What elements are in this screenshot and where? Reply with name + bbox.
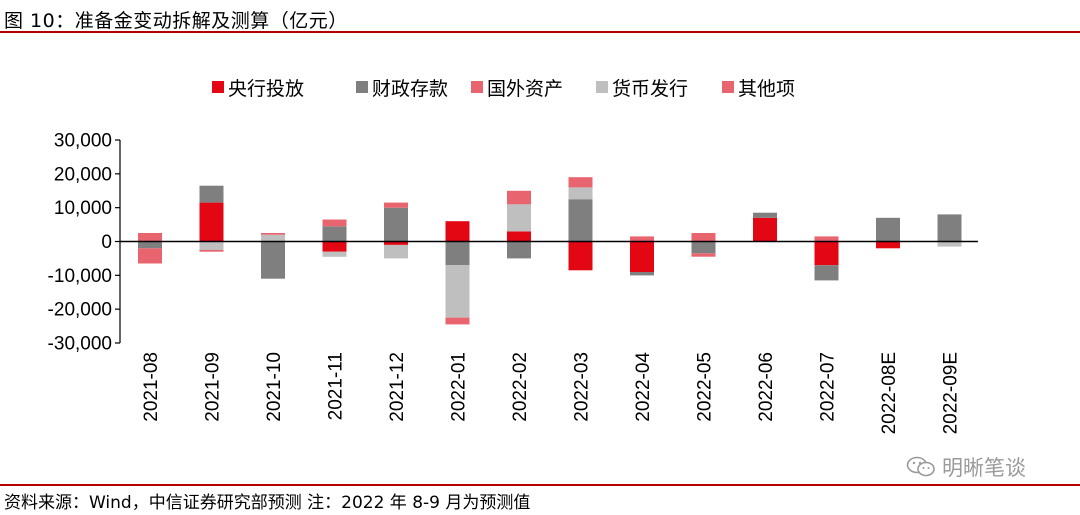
- bar-segment: [691, 253, 716, 257]
- x-tick-label: 2022-05: [695, 352, 716, 422]
- bar-segment: [384, 241, 408, 245]
- bar-segment: [445, 221, 470, 242]
- bar-segment: [138, 248, 162, 264]
- legend-swatch: [471, 81, 483, 93]
- x-tick-label: 2022-04: [633, 352, 654, 422]
- bars: [138, 177, 962, 325]
- legend-label: 财政存款: [372, 78, 448, 100]
- legend-swatch: [212, 81, 224, 93]
- x-tick-label: 2021-12: [387, 352, 408, 422]
- x-tick-label: 2022-02: [510, 352, 531, 422]
- y-tick-label: 0: [101, 232, 112, 253]
- bar-segment: [384, 244, 408, 259]
- bar-segment: [322, 241, 347, 252]
- legend-label: 央行投放: [228, 78, 304, 100]
- bar-segment: [384, 202, 408, 208]
- bar-segment: [937, 241, 962, 247]
- bar-segment: [507, 231, 531, 242]
- legend-label: 国外资产: [487, 78, 563, 100]
- y-tick-label: -30,000: [48, 334, 112, 355]
- bar-segment: [814, 265, 839, 281]
- bar-segment: [322, 251, 347, 257]
- bar-segment: [138, 233, 162, 242]
- bar-segment: [445, 241, 470, 266]
- x-tick-label: 2022-03: [572, 352, 593, 422]
- bar-segment: [261, 233, 285, 235]
- footer-rule: [0, 484, 1080, 486]
- x-tick-label: 2022-09E: [941, 352, 962, 434]
- x-tick-label: 2022-06: [756, 352, 777, 422]
- y-tick-label: 10,000: [54, 198, 112, 219]
- bar-segment: [199, 250, 224, 252]
- wechat-icon: [906, 456, 935, 477]
- bar-segment: [384, 207, 408, 242]
- x-tick-label: 2021-11: [326, 352, 347, 420]
- bar-segment: [507, 241, 531, 259]
- bar-segment: [691, 241, 716, 254]
- bar-segment: [937, 214, 962, 242]
- page-title: 图 10：准备金变动拆解及测算（亿元）: [4, 10, 348, 32]
- y-tick-label: 20,000: [54, 164, 112, 185]
- x-tick-label: 2022-07: [818, 352, 839, 422]
- legend-swatch: [722, 81, 734, 93]
- chart: 央行投放 财政存款 国外资产 货币发行 其他项 -30,000 -20,000 -10,00…: [48, 78, 978, 434]
- bar-segment: [568, 177, 593, 188]
- bar-segment: [507, 190, 531, 205]
- bar-segment: [261, 234, 285, 242]
- bar-segment: [445, 265, 470, 318]
- y-tick-label: -10,000: [48, 266, 112, 287]
- legend-swatch: [356, 81, 368, 93]
- bar-segment: [630, 272, 654, 276]
- bar-segment: [199, 202, 224, 242]
- x-tick-label: 2022-01: [449, 352, 470, 422]
- watermark-text: 明晰笔谈: [942, 456, 1026, 480]
- y-tick-label: 30,000: [54, 131, 112, 152]
- bar-segment: [322, 219, 347, 227]
- bar-segment: [691, 233, 716, 242]
- bar-segment: [568, 241, 593, 271]
- bar-segment: [876, 217, 900, 242]
- title-rule: [0, 31, 1080, 33]
- legend-swatch: [596, 81, 608, 93]
- watermark: 明晰笔谈: [906, 452, 1026, 482]
- bar-segment: [876, 241, 900, 249]
- bar-segment: [568, 187, 593, 200]
- bar-segment: [753, 217, 777, 242]
- x-tick-label: 2021-09: [203, 352, 224, 422]
- legend: 央行投放 财政存款 国外资产 货币发行 其他项: [212, 78, 795, 100]
- bar-segment: [261, 241, 285, 279]
- bar-segment: [322, 226, 347, 242]
- x-tick-label: 2022-08E: [879, 352, 900, 434]
- bar-segment: [630, 236, 654, 242]
- bar-segment: [138, 241, 162, 249]
- bar-segment: [814, 236, 839, 242]
- bar-segment: [507, 204, 531, 232]
- x-tick-label: 2021-08: [141, 352, 162, 422]
- axes: -30,000 -20,000 -10,000 0 10,000 20,000 30,000…: [48, 131, 978, 434]
- bar-segment: [814, 241, 839, 266]
- legend-label: 其他项: [738, 78, 795, 100]
- legend-label: 货币发行: [612, 78, 688, 100]
- bar-segment: [199, 185, 224, 203]
- bar-segment: [753, 212, 777, 218]
- bar-segment: [199, 241, 224, 250]
- y-tick-label: -20,000: [48, 300, 112, 321]
- bar-segment: [445, 317, 470, 325]
- source-note: 资料来源：Wind，中信证券研究部预测 注：2022 年 8-9 月为预测值: [4, 493, 531, 513]
- bar-segment: [568, 199, 593, 242]
- bar-segment: [630, 241, 654, 272]
- x-tick-label: 2021-10: [264, 352, 285, 422]
